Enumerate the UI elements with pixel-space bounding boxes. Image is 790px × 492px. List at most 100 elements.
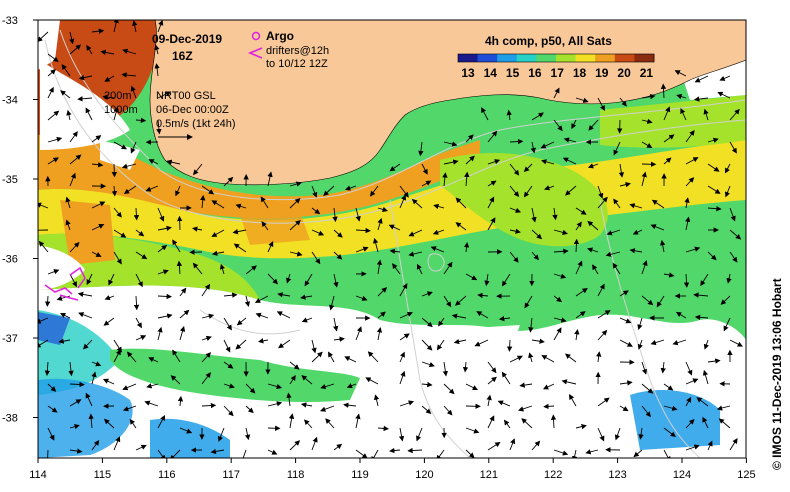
current-vector (569, 394, 577, 407)
current-vector (146, 383, 159, 389)
current-vector (232, 229, 247, 235)
current-vector (113, 251, 122, 265)
current-vector (562, 157, 577, 165)
current-vector (267, 401, 283, 407)
current-vector (113, 106, 119, 121)
current-vector (108, 273, 115, 286)
current-vector (575, 221, 582, 231)
current-vector (571, 449, 578, 458)
current-vector (693, 292, 709, 298)
current-vector (170, 375, 181, 385)
current-vector (135, 251, 148, 260)
current-vector (531, 112, 544, 121)
current-vector (443, 405, 453, 416)
current-vector (156, 119, 162, 135)
current-vector (729, 141, 737, 154)
current-vector (509, 207, 522, 213)
current-vector (286, 392, 292, 407)
current-vector (674, 70, 687, 77)
current-vector (641, 405, 651, 418)
current-vector (641, 141, 653, 149)
current-vector (619, 182, 631, 188)
current-vector (465, 449, 475, 458)
current-vector (587, 220, 599, 231)
colorbar-swatch (536, 54, 557, 62)
current-vector (277, 292, 291, 298)
current-vector (663, 157, 672, 165)
current-vector (129, 418, 137, 429)
current-vector (258, 338, 269, 344)
current-vector (509, 163, 520, 176)
current-vector (685, 418, 695, 429)
current-vector (91, 371, 97, 385)
current-vector (169, 449, 181, 458)
current-vector (606, 229, 621, 236)
current-vector (157, 207, 165, 222)
current-vector (416, 427, 423, 442)
current-vector (289, 440, 301, 451)
colorbar-swatch (458, 54, 479, 62)
current-vector (122, 383, 137, 391)
current-vector (56, 295, 71, 301)
current-vector (300, 402, 313, 408)
imos-credit: © IMOS 11-Dec-2019 13:06 Hobart (770, 278, 784, 470)
current-vector (619, 380, 633, 386)
current-vector (345, 185, 357, 191)
colorbar-tick-label: 21 (640, 66, 654, 80)
current-vector (111, 185, 118, 197)
current-vector (193, 163, 203, 176)
current-vector (700, 273, 709, 287)
current-vector (436, 449, 445, 458)
current-vector (376, 259, 383, 275)
current-vector (69, 31, 75, 45)
current-vector (355, 326, 362, 341)
current-vector (91, 224, 105, 231)
current-vector (47, 383, 57, 392)
current-vector (430, 246, 445, 253)
current-vector (571, 119, 577, 130)
current-vector (68, 361, 74, 377)
current-vector (47, 110, 60, 121)
current-vector (433, 203, 445, 210)
current-vector (509, 251, 519, 263)
current-vector (443, 261, 453, 275)
current-vector (703, 339, 709, 350)
current-vector (498, 315, 511, 322)
current-vector (421, 163, 428, 175)
current-vector (77, 291, 93, 298)
lon-tick-label: 121 (480, 469, 498, 481)
current-vector (455, 197, 467, 209)
current-vector (47, 157, 59, 165)
current-vector (565, 185, 577, 196)
current-vector (157, 225, 172, 232)
current-vector (696, 397, 709, 407)
current-vector (660, 361, 666, 374)
current-vector (69, 131, 78, 143)
current-vector (377, 217, 383, 231)
current-vector (311, 351, 323, 363)
current-vector (346, 383, 357, 389)
current-vector (411, 198, 423, 209)
current-vector (463, 242, 470, 253)
current-vector (399, 194, 407, 209)
current-vector (201, 402, 217, 409)
current-vector (320, 383, 335, 390)
current-vector (521, 418, 533, 429)
current-vector (355, 246, 369, 253)
current-vector (267, 383, 283, 390)
current-vector (685, 246, 701, 253)
current-vector (44, 295, 51, 307)
lat-tick-label: -33 (2, 15, 18, 27)
current-vector (487, 196, 495, 209)
current-vector (553, 119, 563, 132)
current-vector (175, 185, 181, 197)
current-vector (301, 317, 313, 323)
current-vector (244, 427, 251, 441)
current-vector (399, 283, 408, 297)
current-vector (487, 159, 501, 165)
current-vector (619, 339, 633, 347)
current-vector (629, 248, 643, 254)
current-vector (399, 333, 410, 341)
current-vector (720, 295, 731, 305)
